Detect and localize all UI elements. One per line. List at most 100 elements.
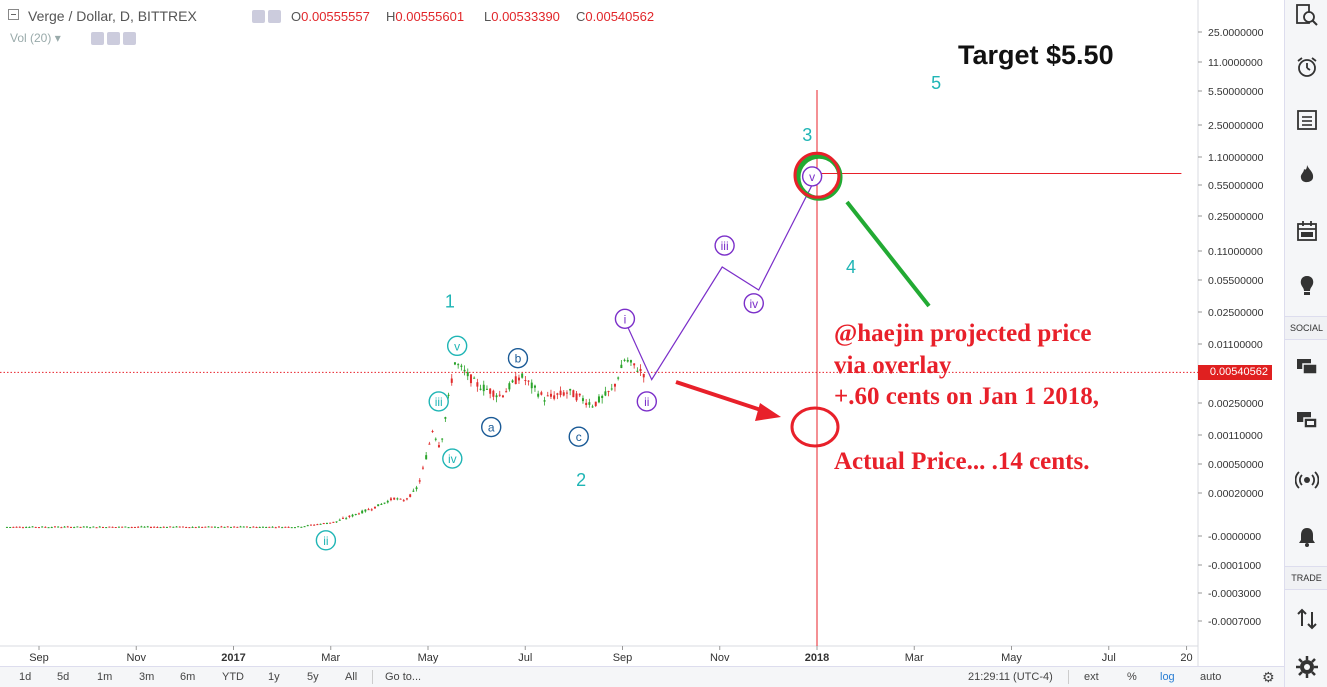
percent-scale-toggle[interactable]: % — [1127, 671, 1137, 683]
toolbar-divider — [1068, 670, 1069, 684]
red-arrow-shaft — [675, 380, 771, 415]
candle-body — [217, 527, 220, 529]
range-1m[interactable]: 1m — [97, 671, 113, 683]
wave-label-blue: a — [481, 416, 502, 438]
trade-section-label: TRADE — [1285, 566, 1327, 590]
calendar-icon[interactable] — [1285, 216, 1327, 246]
clock-readout[interactable]: 21:29:11 (UTC-4) — [968, 671, 1053, 683]
log-scale-toggle[interactable]: log — [1160, 671, 1175, 683]
alarm-clock-icon[interactable] — [1285, 52, 1327, 82]
candle-body — [453, 362, 456, 365]
candle-body — [249, 527, 252, 529]
flame-icon[interactable] — [1285, 160, 1327, 190]
candle-body — [124, 526, 127, 528]
candle-body — [553, 395, 556, 399]
actual-price-annotation: Actual Price... .14 cents. — [834, 448, 1090, 475]
red-arrow-head — [755, 403, 781, 421]
goto-date-button[interactable]: Go to... — [385, 671, 422, 683]
candle-body — [226, 526, 229, 528]
range-ytd[interactable]: YTD — [222, 671, 244, 683]
range-3m[interactable]: 3m — [139, 671, 155, 683]
candle-body — [351, 514, 354, 517]
candle-body — [188, 527, 191, 529]
price-tick-label: 0.00110000 — [1208, 430, 1263, 442]
candle-body — [489, 388, 492, 394]
wave-label-text: iii — [721, 239, 729, 253]
candle-body — [559, 390, 562, 396]
candle-body — [604, 391, 607, 396]
gear-icon[interactable] — [1285, 652, 1327, 682]
wave-label-teal: iv — [442, 448, 463, 469]
time-tick-label: Nov — [710, 652, 730, 664]
chat-stream-icon[interactable] — [1285, 405, 1327, 435]
candle-body — [450, 378, 453, 383]
candle-body — [357, 513, 360, 515]
trade-arrows-icon[interactable] — [1285, 604, 1327, 634]
price-tick-label: 11.0000000 — [1208, 57, 1263, 69]
chat-icon[interactable] — [1285, 352, 1327, 382]
candle-body — [399, 498, 402, 500]
candle-body — [409, 494, 412, 497]
candle-body — [268, 526, 271, 528]
candle-body — [466, 372, 469, 377]
candle-body — [601, 395, 604, 399]
range-all[interactable]: All — [345, 671, 358, 683]
candle-body — [281, 527, 284, 529]
volume-legend[interactable]: Vol (20) ▾ — [10, 31, 61, 45]
candle-body — [149, 527, 152, 529]
candle-body — [127, 527, 130, 529]
candle-body — [495, 395, 498, 398]
time-tick-label: Mar — [321, 652, 340, 664]
candle-body — [396, 498, 399, 500]
candle-body — [89, 527, 92, 529]
extended-hours-toggle[interactable]: ext — [1084, 671, 1099, 683]
candle-body — [25, 527, 28, 529]
bell-icon[interactable] — [1285, 522, 1327, 552]
search-icon[interactable] — [1285, 0, 1327, 30]
broadcast-icon[interactable] — [1285, 465, 1327, 495]
candle-body — [271, 526, 274, 528]
candle-body — [543, 400, 546, 402]
candle-body — [626, 360, 629, 362]
candle-body — [194, 527, 197, 529]
price-chart[interactable]: 25.0000000 11.0000000 5.50000000 2.50000000… — [0, 0, 1284, 666]
price-tick-label: 0.00020000 — [1208, 488, 1264, 500]
eye-icon[interactable] — [252, 10, 265, 23]
candle-body — [28, 526, 31, 528]
candle-body — [505, 391, 508, 393]
candle-body — [233, 526, 236, 528]
ohlc-close: C0.00540562 — [576, 9, 655, 24]
candle-body — [130, 527, 133, 529]
target-annotation: Target $5.50 — [958, 40, 1114, 70]
wave-label-text: iv — [749, 297, 758, 311]
range-5d[interactable]: 5d — [57, 671, 70, 683]
auto-scale-toggle[interactable]: auto — [1200, 671, 1222, 683]
candle-body — [629, 360, 632, 363]
list-icon[interactable] — [1285, 105, 1327, 135]
volume-close-icon[interactable] — [123, 32, 136, 45]
candle-body — [21, 527, 24, 529]
range-1y[interactable]: 1y — [268, 671, 280, 683]
wave-label-circle — [481, 416, 502, 438]
candle-body — [197, 526, 200, 528]
volume-settings-icon[interactable] — [107, 32, 120, 45]
volume-eye-icon[interactable] — [91, 32, 104, 45]
symbol-header: Verge / Dollar, D, BITTREX O0.00555557 H… — [0, 0, 700, 32]
collapse-legend-icon[interactable] — [8, 9, 19, 20]
wave-number-label: 3 — [802, 125, 812, 145]
range-6m[interactable]: 6m — [180, 671, 196, 683]
range-5y[interactable]: 5y — [307, 671, 319, 683]
time-axis: Sep Nov 2017 Mar May Jul Sep Nov 2018 Mar May Jul 20 — [0, 645, 1198, 664]
price-tick-label: -0.0007000 — [1208, 616, 1261, 628]
candle-body — [290, 527, 293, 529]
candle-body — [402, 500, 405, 502]
symbol-title[interactable]: Verge / Dollar, D, BITTREX — [28, 8, 197, 24]
candle-body — [620, 364, 623, 369]
candle-body — [431, 431, 434, 433]
lightbulb-icon[interactable] — [1285, 271, 1327, 301]
settings-icon[interactable] — [268, 10, 281, 23]
chart-settings-icon[interactable]: ⚙ — [1262, 669, 1275, 685]
candle-body — [322, 523, 325, 525]
range-1d[interactable]: 1d — [19, 671, 32, 683]
candle-body — [101, 527, 104, 529]
